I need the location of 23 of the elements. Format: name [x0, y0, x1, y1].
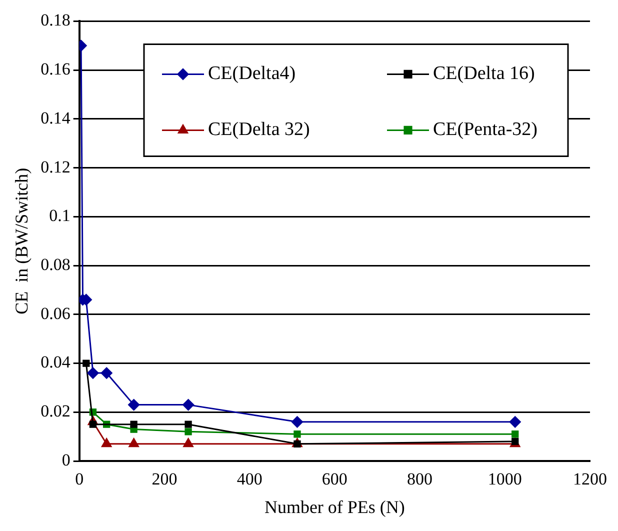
y-tick-label: 0.18 [40, 10, 70, 30]
y-tick-label: 0.02 [40, 402, 70, 421]
x-tick-label: 200 [152, 470, 178, 489]
x-tick-label: 400 [236, 470, 262, 489]
x-tick-label: 0 [75, 470, 84, 489]
y-tick-label: 0.12 [40, 157, 70, 176]
x-tick-label: 1200 [573, 470, 607, 489]
x-tick-label: 1000 [488, 470, 522, 489]
y-tick-label: 0.14 [40, 108, 71, 128]
y-tick-label: 0 [62, 450, 70, 470]
legend-label: CE(Delta 16) [433, 63, 535, 84]
y-axis-title: CE in (BW/Switch) [12, 168, 32, 314]
y-tick-label: 0.16 [40, 60, 70, 79]
x-axis-title: Number of PEs (N) [264, 496, 405, 517]
legend-label: CE(Penta-32) [433, 119, 538, 140]
y-tick-label: 0.04 [40, 352, 71, 372]
x-tick-label: 800 [407, 470, 433, 489]
y-tick-label: 0.1 [49, 206, 70, 226]
y-tick-label: 0.06 [40, 304, 70, 323]
legend-label: CE(Delta4) [208, 63, 296, 84]
legend-label: CE(Delta 32) [208, 119, 310, 140]
x-tick-label: 600 [322, 470, 348, 489]
y-tick-label: 0.08 [40, 255, 70, 274]
